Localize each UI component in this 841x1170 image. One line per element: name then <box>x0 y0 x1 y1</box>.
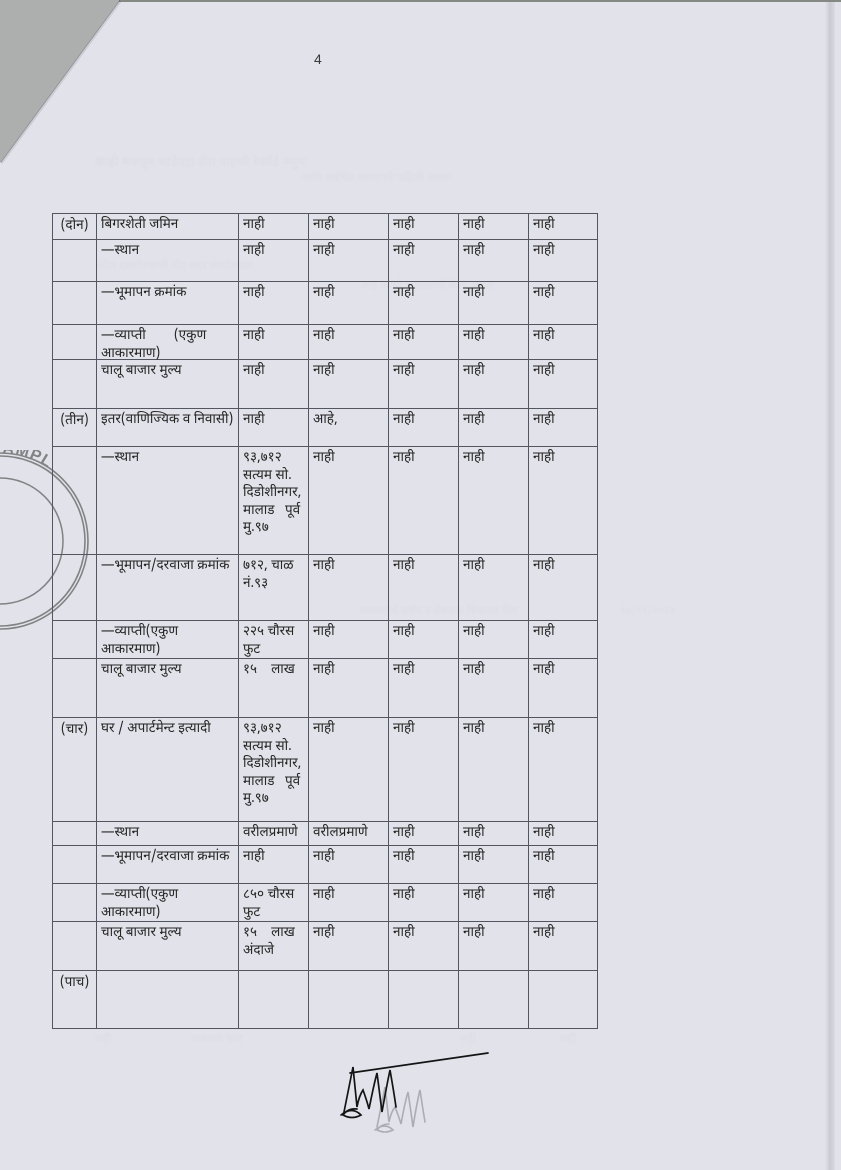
svg-text:AMPL: AMPL <box>2 450 56 472</box>
